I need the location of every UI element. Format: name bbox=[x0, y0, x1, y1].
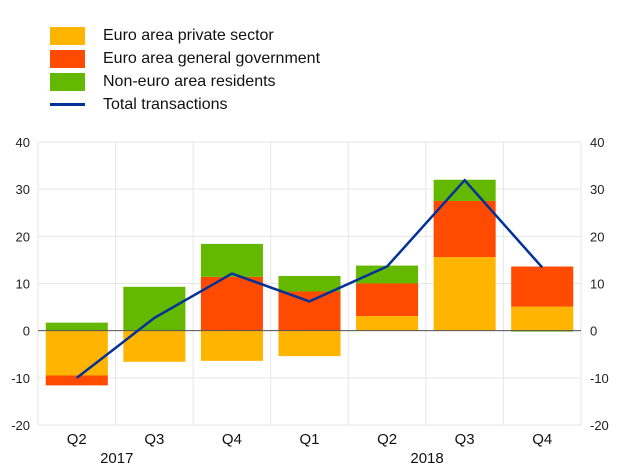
legend-swatch-non-euro-residents bbox=[50, 73, 85, 91]
bar-segment-non-euro-area-residents bbox=[45, 322, 108, 331]
bar-segment-non-euro-area-residents bbox=[433, 179, 496, 201]
x-tick-label: Q2 bbox=[377, 431, 397, 448]
bar-segment-euro-area-general-government bbox=[356, 283, 419, 317]
bar-segment-euro-area-private-sector bbox=[511, 306, 574, 331]
y-tick-label-right: -10 bbox=[590, 371, 609, 386]
legend-swatch-private-sector bbox=[50, 27, 85, 45]
y-tick-label-right: 10 bbox=[590, 277, 604, 292]
bar-segment-euro-area-private-sector bbox=[356, 316, 419, 331]
x-tick-label: Q1 bbox=[299, 431, 319, 448]
y-tick-label-left: 10 bbox=[16, 277, 30, 292]
legend-label: Total transactions bbox=[103, 96, 228, 113]
bar-segment-non-euro-area-residents bbox=[278, 275, 341, 292]
y-tick-label-left: 40 bbox=[16, 135, 30, 150]
legend-item-non-euro-residents: Non-euro area residents bbox=[50, 72, 370, 95]
y-tick-label-left: -10 bbox=[11, 371, 30, 386]
legend-item-total-transactions: Total transactions bbox=[50, 95, 370, 118]
bar-segment-non-euro-area-residents bbox=[200, 243, 263, 277]
y-axis-right: 40 30 20 10 0 -10 -20 bbox=[590, 135, 609, 433]
y-tick-label-right: 30 bbox=[590, 182, 604, 197]
y-tick-label-right: 20 bbox=[590, 229, 604, 244]
x-axis-years: 2017 2018 bbox=[100, 450, 444, 467]
legend: Euro area private sector Euro area gener… bbox=[50, 26, 370, 118]
x-year-label: 2018 bbox=[410, 450, 443, 467]
y-tick-label-right: -20 bbox=[590, 418, 609, 433]
bar-segment-euro-area-private-sector bbox=[200, 330, 263, 361]
x-tick-label: Q2 bbox=[67, 431, 87, 448]
legend-line-total-transactions bbox=[50, 103, 85, 106]
y-tick-label-right: 0 bbox=[590, 324, 597, 339]
x-tick-label: Q3 bbox=[455, 431, 475, 448]
y-tick-label-left: 20 bbox=[16, 229, 30, 244]
bar-segment-euro-area-private-sector bbox=[45, 330, 108, 376]
y-tick-label-right: 40 bbox=[590, 135, 604, 150]
legend-item-general-government: Euro area general government bbox=[50, 49, 370, 72]
bar-segment-euro-area-general-government bbox=[511, 266, 574, 307]
bar-segment-euro-area-general-government bbox=[433, 200, 496, 258]
y-tick-label-left: 30 bbox=[16, 182, 30, 197]
x-tick-label: Q4 bbox=[532, 431, 552, 448]
bar-segment-euro-area-private-sector bbox=[123, 330, 186, 362]
x-axis-categories: Q2 Q3 Q4 Q1 Q2 Q3 Q4 bbox=[67, 431, 552, 448]
y-tick-label-left: 0 bbox=[23, 324, 30, 339]
series-line-total-transactions bbox=[76, 178, 544, 379]
bars bbox=[45, 179, 574, 386]
legend-label: Euro area general government bbox=[103, 50, 321, 67]
bar-segment-euro-area-general-government bbox=[45, 375, 108, 386]
bar-segment-non-euro-area-residents bbox=[356, 265, 419, 284]
legend-swatch-general-government bbox=[50, 50, 85, 68]
x-tick-label: Q3 bbox=[144, 431, 164, 448]
bar-segment-non-euro-area-residents bbox=[123, 286, 186, 331]
y-tick-label-left: -20 bbox=[11, 418, 30, 433]
legend-label: Non-euro area residents bbox=[103, 73, 276, 90]
legend-label: Euro area private sector bbox=[103, 27, 274, 44]
bar-segment-euro-area-private-sector bbox=[433, 257, 496, 331]
x-year-label: 2017 bbox=[100, 450, 133, 467]
bar-segment-euro-area-general-government bbox=[278, 291, 341, 331]
x-tick-label: Q4 bbox=[222, 431, 242, 448]
legend-item-private-sector: Euro area private sector bbox=[50, 26, 370, 49]
y-axis-left: 40 30 20 10 0 -10 -20 bbox=[11, 135, 30, 433]
bar-segment-euro-area-private-sector bbox=[278, 330, 341, 357]
